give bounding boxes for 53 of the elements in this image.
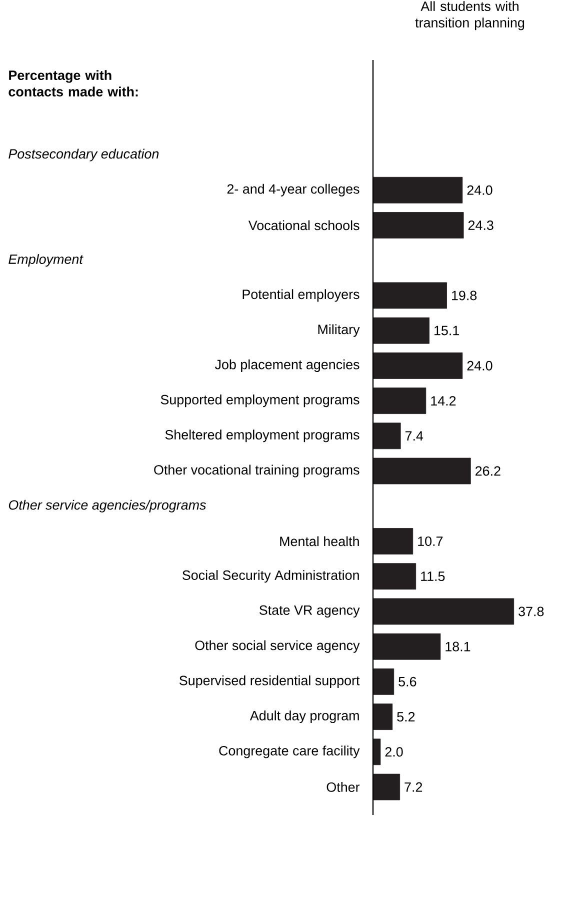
data-label: 14.2 (431, 396, 456, 406)
y-tick-label: 2- and 4-year colleges (227, 184, 360, 196)
data-label: 7.2 (404, 782, 422, 792)
y-tick-label: Potential employers (242, 289, 360, 302)
bar (372, 598, 514, 625)
bar (372, 352, 463, 379)
data-label: 26.2 (475, 466, 500, 476)
y-tick-label: Vocational schools (248, 220, 360, 230)
data-label: 19.8 (452, 290, 477, 300)
y-tick-label: Other social service agency (195, 640, 360, 653)
bar (372, 704, 393, 730)
text: Percentage with contacts made with: (8, 70, 138, 96)
bar (372, 563, 416, 590)
text: Employment (8, 254, 84, 267)
bar (372, 422, 401, 450)
y-tick-label: Other (326, 782, 360, 792)
bar (372, 458, 471, 484)
y-tick-label: Sheltered employment programs (165, 430, 360, 442)
bar (372, 317, 430, 344)
y-tick-label: Supervised residential support (179, 675, 360, 688)
y-tick-label: State VR agency (259, 605, 360, 618)
data-label: 2.0 (385, 747, 403, 757)
data-label: 37.8 (518, 606, 544, 616)
y-tick-label: Mental health (280, 536, 359, 546)
y-tick-label: Military (318, 324, 360, 337)
bar (372, 282, 447, 309)
bar (372, 633, 441, 660)
bar (372, 668, 394, 695)
y-tick-label: Social Security Administration (182, 570, 359, 583)
data-label: 24.0 (467, 360, 492, 370)
bar (372, 212, 464, 238)
data-label: 24.0 (467, 185, 492, 195)
data-label: 5.2 (397, 712, 415, 722)
data-label: 11.5 (421, 572, 445, 582)
y-tick-label: Other vocational training programs (154, 464, 360, 478)
text: Other service agencies/programs (8, 500, 206, 512)
y-tick-label: Job placement agencies (214, 359, 360, 372)
bar (372, 774, 400, 800)
data-label: 5.6 (398, 676, 416, 686)
bar (372, 176, 463, 204)
text: Postsecondary education (8, 148, 159, 162)
data-label: 18.1 (446, 642, 470, 652)
data-label: 15.1 (434, 326, 459, 336)
data-label: 10.7 (418, 536, 443, 546)
y-tick-label: Adult day program (250, 710, 359, 724)
bar (372, 528, 414, 554)
bar (372, 388, 426, 414)
data-label: 7.4 (405, 431, 424, 441)
y-tick-label: Congregate care facility (219, 746, 360, 758)
y-tick-label: Supported employment programs (160, 394, 360, 408)
bar (372, 738, 381, 766)
text: All students with transition planning (415, 1, 524, 30)
data-label: 24.3 (468, 220, 494, 230)
